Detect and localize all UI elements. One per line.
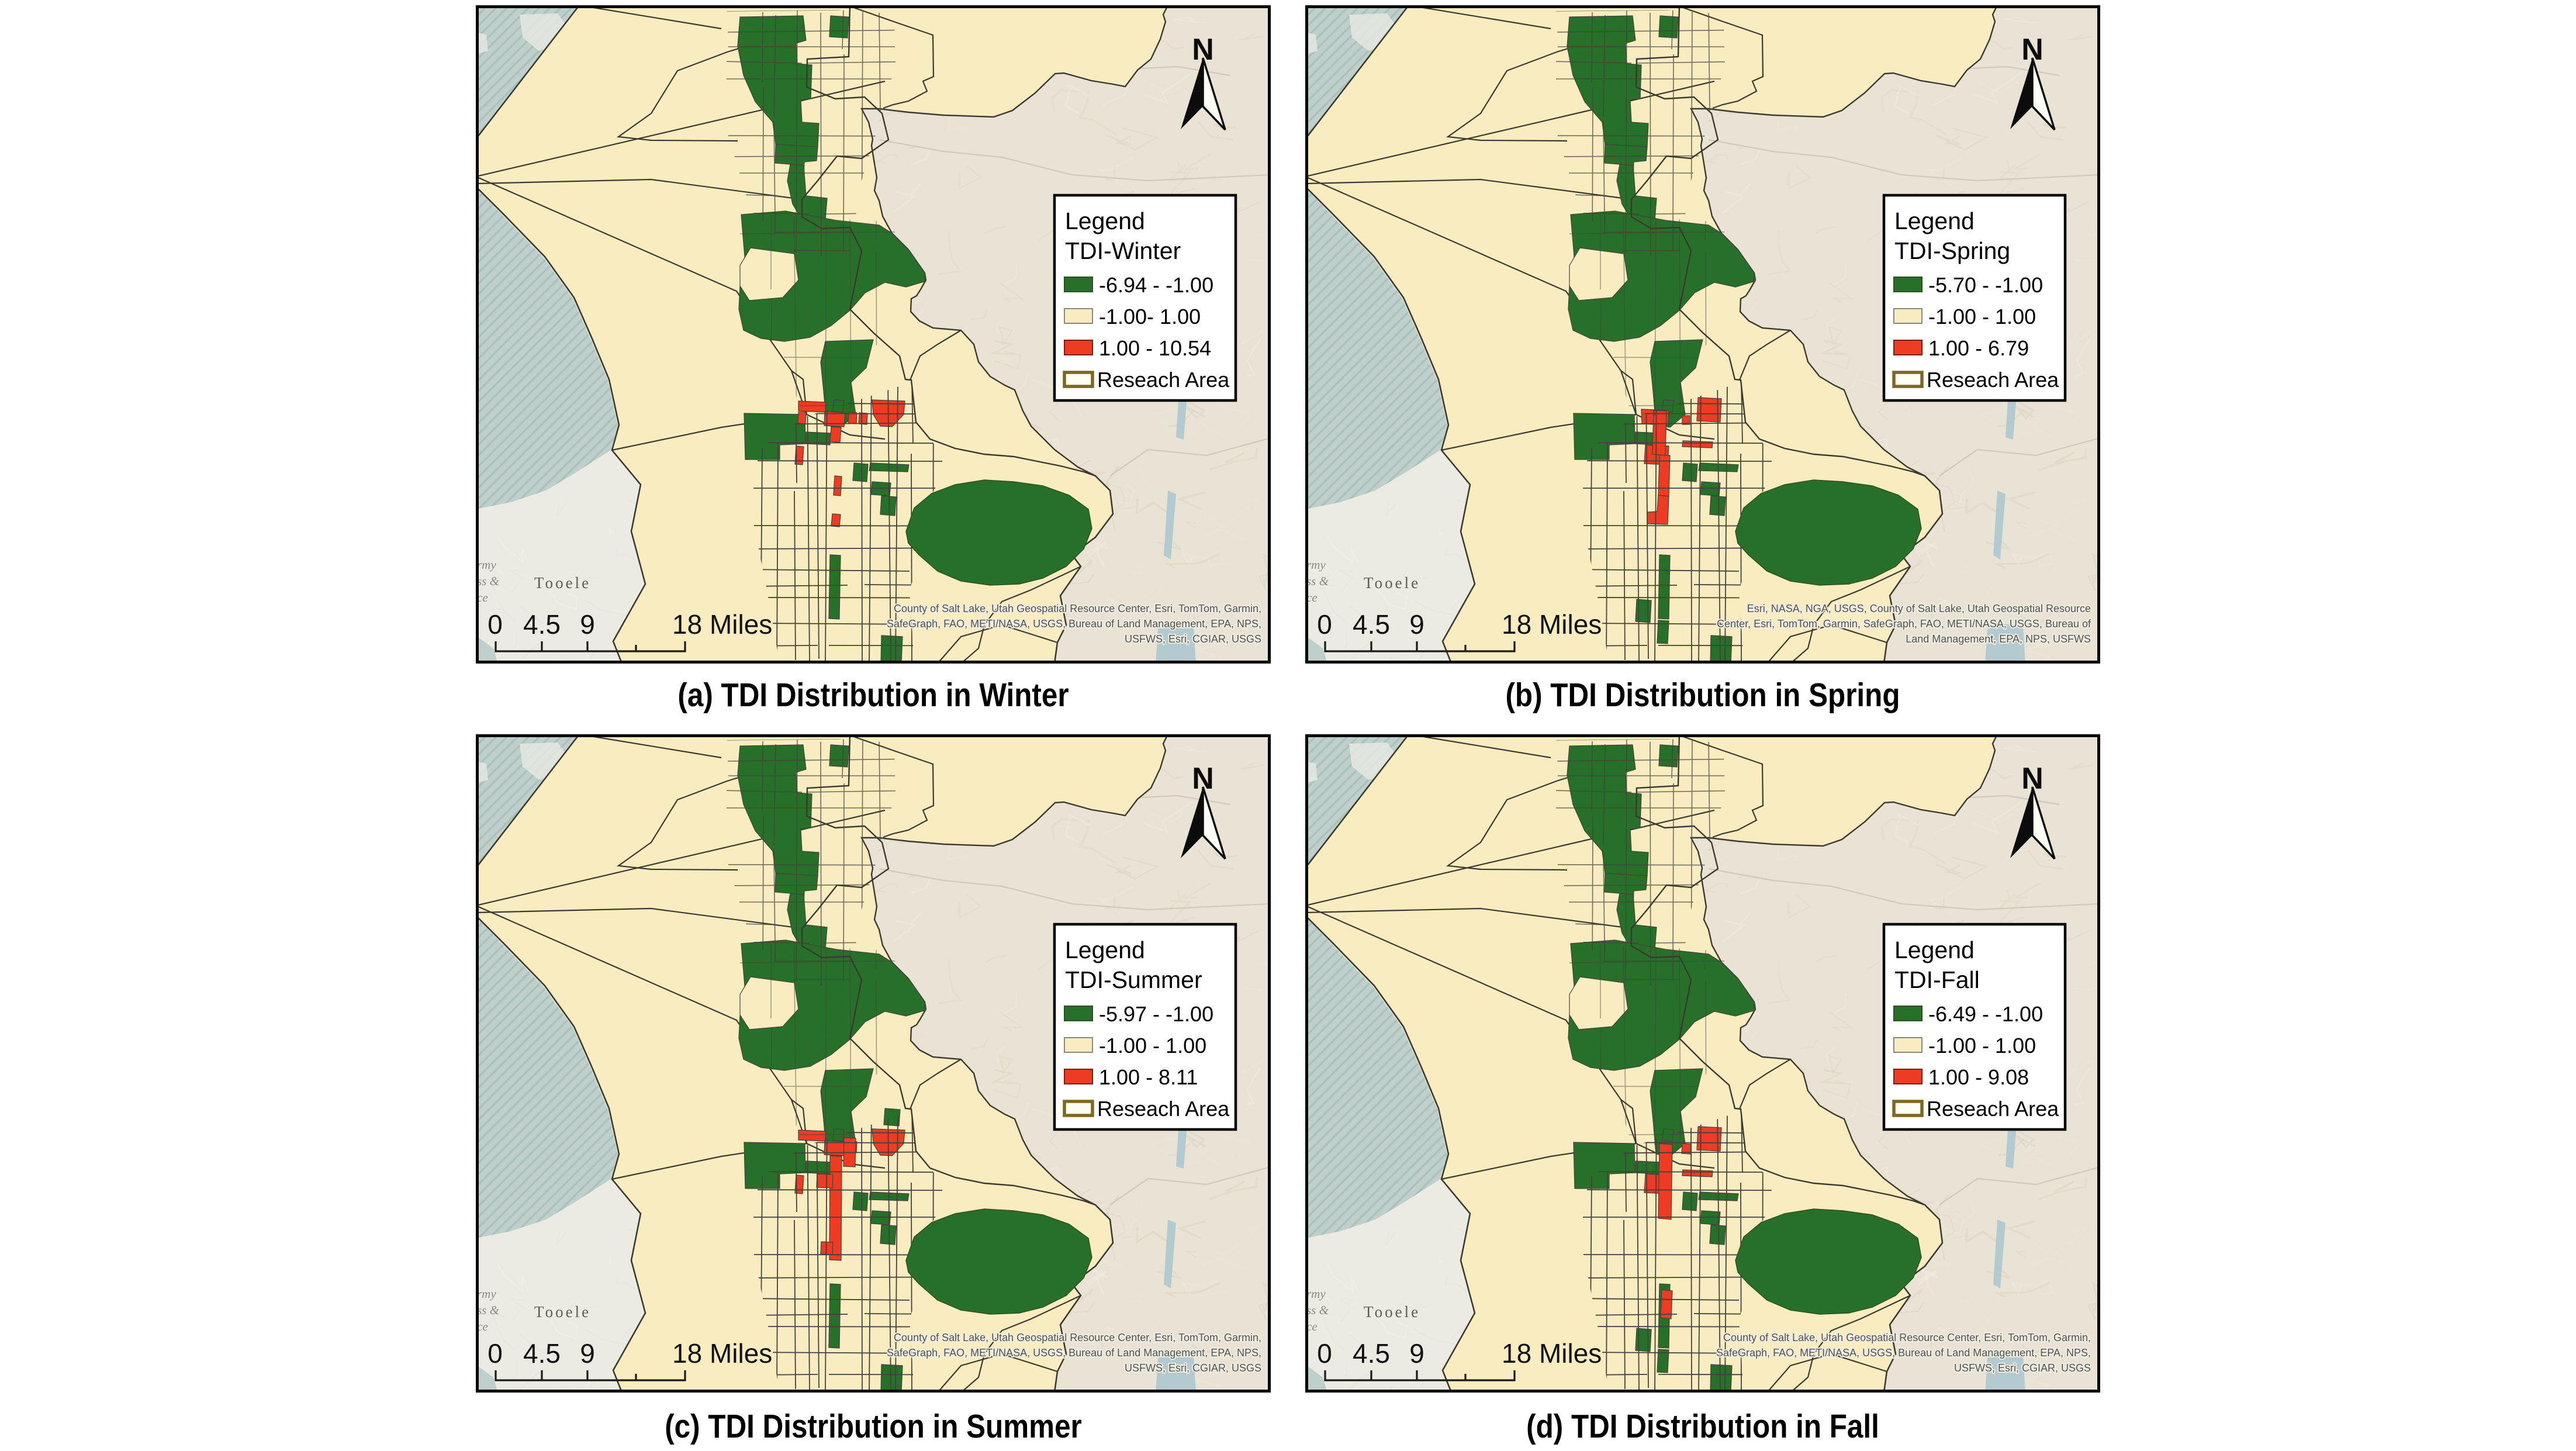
- svg-text:4.5: 4.5: [1353, 1338, 1390, 1369]
- svg-text:ce: ce: [477, 590, 488, 604]
- svg-text:ce: ce: [1306, 590, 1318, 604]
- svg-text:ss &: ss &: [477, 1303, 500, 1317]
- svg-text:4.5: 4.5: [523, 1338, 561, 1369]
- svg-text:TDI-Winter: TDI-Winter: [1065, 237, 1181, 264]
- svg-text:County of Salt Lake, Utah Geos: County of Salt Lake, Utah Geospatial Res…: [1723, 1332, 2091, 1343]
- svg-text:-5.97 - -1.00: -5.97 - -1.00: [1099, 1002, 1213, 1026]
- svg-text:County of Salt Lake, Utah Geos: County of Salt Lake, Utah Geospatial Res…: [894, 1332, 1261, 1343]
- svg-text:ce: ce: [477, 1319, 488, 1333]
- svg-text:18 Miles: 18 Miles: [672, 609, 772, 640]
- svg-text:Legend: Legend: [1065, 208, 1145, 234]
- svg-text:-1.00 - 1.00: -1.00 - 1.00: [1928, 305, 2036, 329]
- svg-text:rmy: rmy: [1306, 558, 1326, 572]
- svg-text:rmy: rmy: [1306, 1287, 1326, 1301]
- svg-text:SafeGraph, FAO, METI/NASA, USG: SafeGraph, FAO, METI/NASA, USGS, Bureau …: [1716, 1347, 2091, 1359]
- svg-text:Legend: Legend: [1894, 937, 1975, 963]
- svg-text:18 Miles: 18 Miles: [1502, 609, 1602, 640]
- svg-text:Legend: Legend: [1065, 937, 1145, 963]
- svg-text:rmy: rmy: [477, 558, 496, 572]
- svg-text:1.00 - 8.11: 1.00 - 8.11: [1099, 1065, 1198, 1089]
- svg-text:0: 0: [487, 1338, 503, 1369]
- svg-text:1.00 - 10.54: 1.00 - 10.54: [1099, 336, 1211, 360]
- svg-text:9: 9: [580, 609, 595, 640]
- svg-text:Reseach Area: Reseach Area: [1097, 1097, 1230, 1121]
- svg-text:Tooele: Tooele: [1364, 574, 1420, 592]
- svg-text:Reseach Area: Reseach Area: [1927, 368, 2059, 392]
- svg-text:9: 9: [1409, 1338, 1424, 1369]
- svg-text:-6.94 - -1.00: -6.94 - -1.00: [1099, 273, 1213, 297]
- svg-text:-1.00- 1.00: -1.00- 1.00: [1099, 305, 1201, 329]
- svg-text:4.5: 4.5: [523, 609, 561, 640]
- svg-text:Reseach Area: Reseach Area: [1097, 368, 1230, 392]
- svg-text:ce: ce: [1306, 1319, 1318, 1333]
- svg-text:Reseach Area: Reseach Area: [1927, 1097, 2059, 1121]
- svg-text:ss &: ss &: [1306, 574, 1329, 588]
- svg-text:Legend: Legend: [1894, 208, 1975, 234]
- svg-text:1.00 - 9.08: 1.00 - 9.08: [1928, 1065, 2029, 1089]
- svg-text:9: 9: [1409, 609, 1424, 640]
- svg-text:Tooele: Tooele: [534, 1303, 591, 1321]
- svg-text:USFWS, Esri, CGIAR, USGS: USFWS, Esri, CGIAR, USGS: [1125, 633, 1261, 645]
- svg-text:-1.00 - 1.00: -1.00 - 1.00: [1099, 1034, 1206, 1058]
- svg-text:0: 0: [487, 609, 503, 640]
- svg-text:SafeGraph, FAO, METI/NASA, USG: SafeGraph, FAO, METI/NASA, USGS, Bureau …: [887, 1347, 1261, 1359]
- svg-text:rmy: rmy: [477, 1287, 496, 1301]
- svg-text:ss &: ss &: [1306, 1303, 1329, 1317]
- svg-text:9: 9: [580, 1338, 595, 1369]
- svg-text:-5.70 - -1.00: -5.70 - -1.00: [1928, 273, 2043, 297]
- svg-text:0: 0: [1317, 609, 1332, 640]
- svg-text:0: 0: [1317, 1338, 1332, 1369]
- svg-text:Land Management, EPA, NPS, USF: Land Management, EPA, NPS, USFWS: [1906, 633, 2091, 645]
- svg-text:-6.49 - -1.00: -6.49 - -1.00: [1928, 1002, 2043, 1026]
- svg-text:ss &: ss &: [477, 574, 500, 588]
- svg-text:4.5: 4.5: [1353, 609, 1390, 640]
- svg-text:USFWS, Esri, CGIAR, USGS: USFWS, Esri, CGIAR, USGS: [1125, 1362, 1261, 1374]
- svg-text:TDI-Spring: TDI-Spring: [1894, 237, 2010, 264]
- svg-text:County of Salt Lake, Utah Geos: County of Salt Lake, Utah Geospatial Res…: [894, 603, 1261, 614]
- svg-text:Esri, NASA, NGA, USGS, County: Esri, NASA, NGA, USGS, County of Salt La…: [1747, 603, 2091, 614]
- svg-text:Tooele: Tooele: [534, 574, 591, 592]
- svg-text:18 Miles: 18 Miles: [672, 1338, 772, 1369]
- svg-text:TDI-Fall: TDI-Fall: [1894, 966, 1980, 993]
- svg-text:Tooele: Tooele: [1364, 1303, 1420, 1321]
- svg-text:TDI-Summer: TDI-Summer: [1065, 966, 1202, 993]
- svg-text:18 Miles: 18 Miles: [1502, 1338, 1602, 1369]
- svg-text:SafeGraph, FAO, METI/NASA, USG: SafeGraph, FAO, METI/NASA, USGS, Bureau …: [887, 618, 1261, 630]
- svg-text:1.00 - 6.79: 1.00 - 6.79: [1928, 336, 2029, 360]
- svg-text:-1.00 - 1.00: -1.00 - 1.00: [1928, 1034, 2036, 1058]
- svg-text:USFWS, Esri, CGIAR, USGS: USFWS, Esri, CGIAR, USGS: [1954, 1362, 2091, 1374]
- svg-text:Center, Esri, TomTom, Garmin,: Center, Esri, TomTom, Garmin, SafeGraph,…: [1717, 618, 2091, 630]
